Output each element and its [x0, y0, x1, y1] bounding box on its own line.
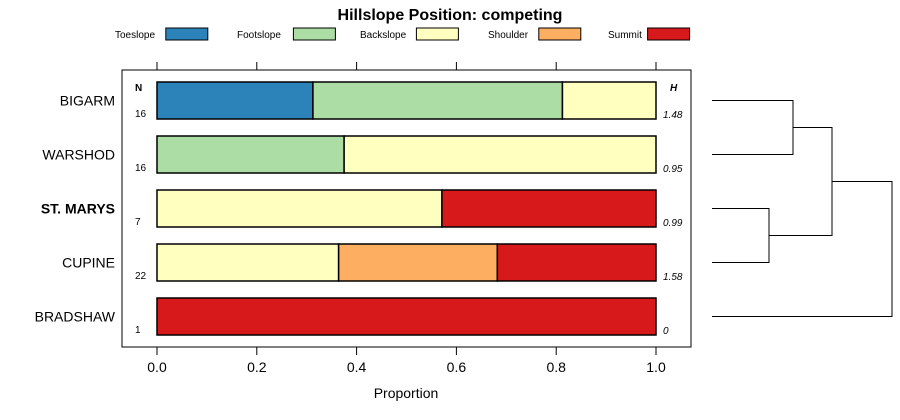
bar-row-warshod: WARSHOD 16 0.95: [42, 135, 683, 175]
dendrogram-branch: [712, 208, 770, 263]
n-value: 1: [135, 325, 141, 336]
bar-segment-backslope: [343, 135, 657, 174]
h-value: 1.48: [663, 110, 683, 121]
category-label: ST. MARYS: [41, 201, 115, 217]
bar-segment-footslope: [156, 135, 345, 174]
n-value: 16: [135, 109, 147, 120]
category-label: BIGARM: [60, 93, 115, 109]
category-label: WARSHOD: [42, 147, 115, 163]
bar-segment-footslope: [312, 81, 564, 120]
bar-rows: BIGARM 16 1.48 WARSHOD 16 0.95 ST. MARYS 7 0.99 C…: [35, 81, 683, 337]
n-value: 16: [135, 163, 147, 174]
legend-label-footslope: Footslope: [237, 30, 281, 41]
dendrogram-branch: [712, 100, 794, 155]
x-axis: 0.0 0.2 0.4 0.6 0.8 1.0: [147, 62, 666, 375]
chart-title: Hillslope Position: competing: [338, 7, 563, 24]
bar-segment-backslope: [156, 189, 443, 228]
bar-segment-summit: [496, 243, 657, 282]
x-tick-label: 0.2: [247, 359, 267, 375]
h-value: 0.95: [663, 164, 683, 175]
category-label: BRADSHAW: [35, 309, 116, 325]
bar-segment-summit: [156, 297, 657, 336]
x-tick-label: 0.8: [546, 359, 566, 375]
legend-swatch-footslope: [292, 27, 336, 41]
dendrogram-branch: [712, 181, 893, 317]
legend-label-summit: Summit: [608, 30, 642, 41]
legend-swatch-shoulder: [538, 27, 582, 41]
legend-swatch-backslope: [415, 27, 459, 41]
h-value: 0: [663, 326, 669, 337]
bar-segment-summit: [441, 189, 657, 228]
x-tick-label: 0.4: [347, 359, 367, 375]
n-header: N: [135, 83, 142, 94]
x-tick-label: 0.0: [147, 359, 167, 375]
bar-row-st-marys: ST. MARYS 7 0.99: [41, 189, 683, 229]
n-value: 22: [135, 271, 147, 282]
dendrogram: [712, 100, 893, 317]
bar-segment-toeslope: [156, 81, 314, 120]
h-header: H: [670, 83, 678, 94]
legend-label-backslope: Backslope: [360, 30, 407, 41]
bar-segment-backslope: [561, 81, 657, 120]
plot-frame: [121, 69, 692, 348]
h-value: 1.58: [663, 272, 683, 283]
x-tick-label: 1.0: [646, 359, 666, 375]
bar-segment-shoulder: [337, 243, 499, 282]
bar-row-bradshaw: BRADSHAW 1 0: [35, 297, 669, 337]
bar-row-cupine: CUPINE 22 1.58: [62, 243, 683, 283]
bar-row-bigarm: BIGARM 16 1.48: [60, 81, 683, 121]
x-tick-label: 0.6: [447, 359, 467, 375]
n-value: 7: [135, 217, 141, 228]
legend: Toeslope Footslope Backslope Shoulder Summit: [115, 27, 691, 41]
legend-swatch-summit: [647, 27, 691, 41]
dendrogram-branch: [769, 127, 833, 236]
h-value: 0.99: [663, 218, 683, 229]
legend-label-toeslope: Toeslope: [115, 30, 155, 41]
legend-swatch-toeslope: [165, 27, 209, 41]
legend-label-shoulder: Shoulder: [488, 30, 529, 41]
x-axis-label: Proportion: [374, 385, 439, 401]
category-label: CUPINE: [62, 255, 115, 271]
bar-segment-backslope: [156, 243, 340, 282]
